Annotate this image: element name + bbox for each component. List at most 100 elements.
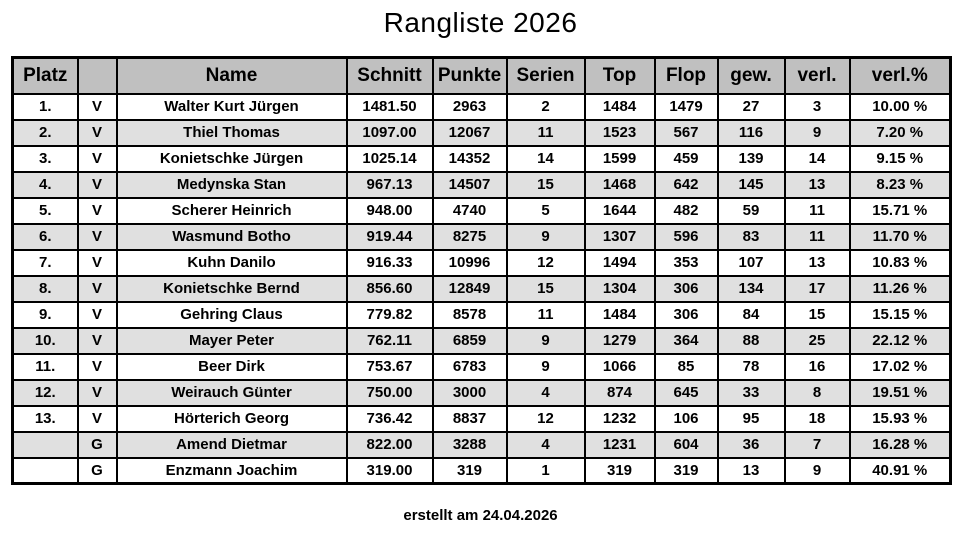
cell-verl_pct: 15.93 % [848, 404, 952, 433]
cell-schnitt: 319.00 [345, 456, 434, 485]
cell-tag: V [76, 274, 118, 303]
cell-serien: 4 [505, 430, 586, 459]
cell-tag: V [76, 196, 118, 225]
cell-verl_pct: 16.28 % [848, 430, 952, 459]
cell-top: 1066 [583, 352, 656, 381]
cell-schnitt: 1097.00 [345, 118, 434, 147]
cell-punkte: 10996 [431, 248, 508, 277]
cell-flop: 642 [653, 170, 719, 199]
header-row: Platz Name Schnitt Punkte Serien Top Flo… [11, 56, 952, 95]
cell-platz: 7. [11, 248, 79, 277]
cell-tag: V [76, 222, 118, 251]
cell-serien: 2 [505, 92, 586, 121]
cell-top: 1307 [583, 222, 656, 251]
cell-top: 1644 [583, 196, 656, 225]
cell-platz [11, 456, 79, 485]
cell-verl_pct: 17.02 % [848, 352, 952, 381]
cell-verl_pct: 10.00 % [848, 92, 952, 121]
table-row: 6. V Wasmund Botho 919.44 8275 9 1307 596 83 11 11… [11, 222, 952, 251]
cell-tag: V [76, 92, 118, 121]
cell-gew: 27 [716, 92, 786, 121]
cell-serien: 15 [505, 170, 586, 199]
table-row: 5. V Scherer Heinrich 948.00 4740 5 1644 482 59 1… [11, 196, 952, 225]
cell-top: 1494 [583, 248, 656, 277]
cell-serien: 4 [505, 378, 586, 407]
cell-verl_pct: 19.51 % [848, 378, 952, 407]
cell-schnitt: 916.33 [345, 248, 434, 277]
column-header-serien: Serien [505, 56, 586, 95]
cell-platz: 13. [11, 404, 79, 433]
cell-schnitt: 967.13 [345, 170, 434, 199]
cell-serien: 5 [505, 196, 586, 225]
cell-flop: 306 [653, 300, 719, 329]
cell-gew: 78 [716, 352, 786, 381]
cell-platz: 9. [11, 300, 79, 329]
cell-schnitt: 762.11 [345, 326, 434, 355]
cell-serien: 12 [505, 404, 586, 433]
cell-name: Enzmann Joachim [115, 456, 348, 485]
cell-schnitt: 1025.14 [345, 144, 434, 173]
cell-tag: V [76, 378, 118, 407]
cell-tag: G [76, 456, 118, 485]
cell-verl_pct: 9.15 % [848, 144, 952, 173]
cell-verl: 14 [783, 144, 851, 173]
cell-schnitt: 822.00 [345, 430, 434, 459]
cell-top: 1304 [583, 274, 656, 303]
table-row: 10. V Mayer Peter 762.11 6859 9 1279 364 88 25 22.… [11, 326, 952, 355]
column-header-top: Top [583, 56, 656, 95]
cell-punkte: 319 [431, 456, 508, 485]
cell-gew: 36 [716, 430, 786, 459]
table-row: 1. V Walter Kurt Jürgen 1481.50 2963 2 1484 147… [11, 92, 952, 121]
cell-flop: 1479 [653, 92, 719, 121]
table-row: 3. V Konietschke Jürgen 1025.14 14352 14 1599 4… [11, 144, 952, 173]
cell-name: Wasmund Botho [115, 222, 348, 251]
cell-tag: V [76, 248, 118, 277]
cell-name: Gehring Claus [115, 300, 348, 329]
cell-flop: 482 [653, 196, 719, 225]
cell-serien: 11 [505, 300, 586, 329]
cell-verl_pct: 22.12 % [848, 326, 952, 355]
cell-punkte: 6859 [431, 326, 508, 355]
cell-verl_pct: 7.20 % [848, 118, 952, 147]
cell-punkte: 2963 [431, 92, 508, 121]
cell-punkte: 12067 [431, 118, 508, 147]
cell-punkte: 8578 [431, 300, 508, 329]
cell-name: Medynska Stan [115, 170, 348, 199]
ranking-table: Platz Name Schnitt Punkte Serien Top Flo… [11, 56, 952, 485]
cell-verl: 7 [783, 430, 851, 459]
column-header-punkte: Punkte [431, 56, 508, 95]
column-header-flop: Flop [653, 56, 719, 95]
cell-gew: 116 [716, 118, 786, 147]
cell-gew: 88 [716, 326, 786, 355]
cell-verl: 13 [783, 170, 851, 199]
cell-serien: 9 [505, 352, 586, 381]
cell-gew: 95 [716, 404, 786, 433]
cell-top: 1523 [583, 118, 656, 147]
cell-tag: V [76, 170, 118, 199]
cell-schnitt: 1481.50 [345, 92, 434, 121]
cell-platz: 4. [11, 170, 79, 199]
cell-platz: 1. [11, 92, 79, 121]
page-title: Rangliste 2026 [383, 7, 578, 38]
cell-top: 1231 [583, 430, 656, 459]
cell-serien: 11 [505, 118, 586, 147]
cell-schnitt: 948.00 [345, 196, 434, 225]
cell-verl_pct: 15.15 % [848, 300, 952, 329]
cell-schnitt: 750.00 [345, 378, 434, 407]
cell-tag: V [76, 144, 118, 173]
column-header-verl: verl. [783, 56, 851, 95]
cell-verl_pct: 11.26 % [848, 274, 952, 303]
cell-flop: 306 [653, 274, 719, 303]
cell-platz: 11. [11, 352, 79, 381]
column-header-platz: Platz [11, 56, 79, 95]
cell-schnitt: 919.44 [345, 222, 434, 251]
cell-punkte: 6783 [431, 352, 508, 381]
cell-platz: 3. [11, 144, 79, 173]
cell-name: Konietschke Jürgen [115, 144, 348, 173]
cell-tag: V [76, 352, 118, 381]
cell-punkte: 3000 [431, 378, 508, 407]
column-header-schnitt: Schnitt [345, 56, 434, 95]
table-row: 2. V Thiel Thomas 1097.00 12067 11 1523 567 116 9… [11, 118, 952, 147]
cell-verl: 11 [783, 196, 851, 225]
